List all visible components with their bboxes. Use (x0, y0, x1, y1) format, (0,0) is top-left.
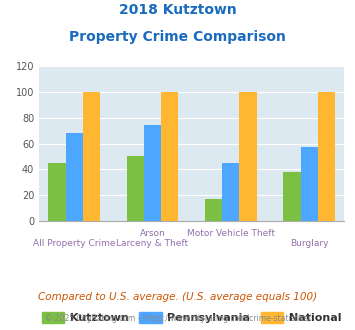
Bar (161, 92, 179, 221)
Text: Motor Vehicle Theft: Motor Vehicle Theft (187, 229, 275, 238)
Bar (240, 92, 257, 221)
Text: Property Crime Comparison: Property Crime Comparison (69, 30, 286, 44)
Bar (205, 199, 222, 221)
Bar (318, 92, 335, 221)
Text: Arson: Arson (140, 229, 165, 238)
Bar (127, 156, 144, 221)
Bar (83, 92, 100, 221)
Text: 2018 Kutztown: 2018 Kutztown (119, 3, 236, 17)
Legend: Kutztown, Pennsylvania, National: Kutztown, Pennsylvania, National (37, 307, 346, 328)
Bar (301, 148, 318, 221)
Text: Burglary: Burglary (290, 239, 328, 248)
Bar (222, 163, 240, 221)
Bar (66, 133, 83, 221)
Text: All Property Crime: All Property Crime (33, 239, 115, 248)
Text: © 2025 CityRating.com - https://www.cityrating.com/crime-statistics/: © 2025 CityRating.com - https://www.city… (45, 314, 310, 323)
Bar (48, 163, 66, 221)
Bar (283, 172, 301, 221)
Bar (144, 125, 161, 221)
Text: Larceny & Theft: Larceny & Theft (116, 239, 189, 248)
Text: Compared to U.S. average. (U.S. average equals 100): Compared to U.S. average. (U.S. average … (38, 292, 317, 302)
